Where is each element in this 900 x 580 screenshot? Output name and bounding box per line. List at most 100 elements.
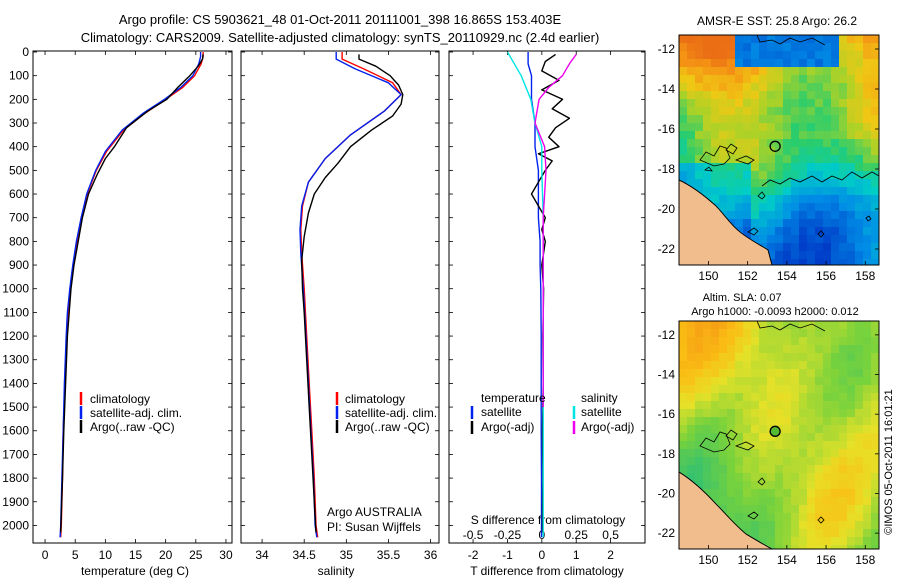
map-cell [735,377,744,386]
map-cell [751,99,760,108]
map-cell [719,51,728,60]
map-cell [863,369,872,378]
map-cell [831,219,840,228]
map-cell [807,409,816,418]
map-cell [799,67,808,76]
map-cell [815,171,824,180]
map-cell [791,187,800,196]
map-cell [815,139,824,148]
map-cell [783,377,792,386]
map-cell [815,203,824,212]
map-cell [719,345,728,354]
map-cell [679,115,688,124]
map-cell [847,505,856,514]
map-cell [815,211,824,220]
map-cell [799,251,808,260]
depth-tick-label: 100 [9,69,29,83]
map-cell [719,505,728,514]
map-cell [847,321,856,330]
map-cell [751,235,760,244]
map-cell [791,211,800,220]
map-cell [823,251,832,260]
map-cell [783,99,792,108]
map-cell [823,337,832,346]
map-cell [855,243,864,252]
map-cell [751,91,760,100]
map-cell [783,155,792,164]
map-cell [807,35,816,44]
map-cell [807,123,816,132]
map-cell [759,195,768,204]
map-cell [823,417,832,426]
map-cell [839,481,848,490]
x-tick-label: -2 [468,548,479,562]
map-cell [799,75,808,84]
map-cell [775,123,784,132]
map-cell [687,67,696,76]
map-cell [815,409,824,418]
map-cell [863,147,872,156]
map-cell [839,361,848,370]
map-cell [791,91,800,100]
map-cell [775,43,784,52]
map-cell [839,425,848,434]
map-cell [815,83,824,92]
map-cell [775,219,784,228]
map-cell [815,243,824,252]
map-cell [735,91,744,100]
lon-tick-label: 158 [855,269,875,283]
map-cell [703,139,712,148]
s-diff-tick-label: -0.5 [463,528,484,542]
map-cell [727,481,736,490]
map-cell [759,115,768,124]
map-cell [783,537,792,546]
map-cell [823,35,832,44]
map-cell [799,259,808,265]
map-cell [759,99,768,108]
salinity-panel [240,50,440,544]
map-cell [839,329,848,338]
map-cell [695,473,704,482]
map-cell [847,155,856,164]
map-cell [783,457,792,466]
map-cell [863,203,872,212]
map-cell [783,147,792,156]
map-cell [871,409,879,418]
map-cell [807,545,816,549]
map-cell [687,123,696,132]
map-cell [871,433,879,442]
map-cell [799,433,808,442]
map-cell [831,361,840,370]
map-cell [799,417,808,426]
map-cell [871,361,879,370]
map-cell [799,155,808,164]
map-cell [831,67,840,76]
map-cell [695,67,704,76]
map-cell [815,187,824,196]
map-cell [695,337,704,346]
map-cell [855,377,864,386]
map-cell [759,329,768,338]
map-cell [679,441,688,450]
map-cell [871,35,879,44]
map-cell [815,353,824,362]
map-cell [839,321,848,330]
map-cell [799,361,808,370]
map-cell [831,107,840,116]
map-cell [783,481,792,490]
map-cell [791,243,800,252]
map-cell [831,537,840,546]
s-difference-axis: -0.5 -0.25 0 0.25 0.5 [463,528,620,542]
map-cell [847,59,856,68]
map-cell [871,473,879,482]
map-cell [703,67,712,76]
map-cell [703,123,712,132]
temperature-xlabel: temperature (deg C) [81,564,189,578]
map-cell [735,409,744,418]
map-cell [703,393,712,402]
map-cell [727,473,736,482]
map-cell [855,433,864,442]
map-cell [735,131,744,140]
map-cell [767,91,776,100]
sst-reef-line [761,171,879,187]
